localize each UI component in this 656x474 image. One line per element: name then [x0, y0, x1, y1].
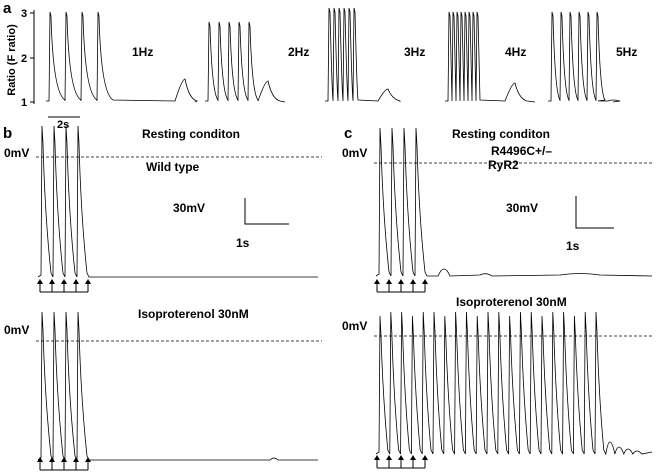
trace-a-1hz [46, 11, 199, 103]
panel-c-bottom-zero-label: 0mV [342, 319, 367, 333]
panel-c-scalebar [575, 196, 614, 229]
panel-a-ylabel: Ratio (F ratio) [6, 24, 18, 96]
panel-a-yticklabel-3: 3 [21, 8, 27, 20]
trace-c-bottom [375, 311, 653, 456]
stim-arrowhead [37, 279, 43, 284]
trace-b-top [37, 125, 318, 278]
label-3hz: 3Hz [404, 45, 425, 59]
label-2hz: 2Hz [288, 45, 309, 59]
stim-arrowhead [398, 279, 404, 284]
stim-arrowhead [49, 457, 55, 462]
panel-b-top-condition: Resting conditon [142, 127, 240, 141]
stim-arrowhead [422, 279, 428, 284]
panel-a-letter: a [3, 0, 12, 17]
stim-arrows-c-bottom [374, 455, 428, 469]
trace-b-bottom [37, 311, 318, 461]
stim-arrowhead [37, 457, 43, 462]
panel-c-letter: c [344, 125, 352, 142]
panel-c-scale-v-label: 30mV [506, 201, 538, 215]
trace-c-top [375, 127, 653, 277]
panel-b-scalebar [244, 198, 289, 225]
trace-a-2hz [205, 21, 286, 103]
panel-a-time-scale-label: 2s [57, 119, 69, 131]
panel-b-scale-v-label: 30mV [173, 201, 205, 215]
trace-a-3hz [325, 7, 401, 102]
panel-c-genotype-line1: R4496C+/– [491, 144, 552, 158]
stim-arrows-c-top [374, 279, 428, 293]
panel-b-bottom-condition: Isoproterenol 30nM [138, 307, 249, 321]
stim-arrowhead [386, 279, 392, 284]
stim-arrows-b-bottom [37, 457, 91, 471]
stim-arrowhead [73, 279, 79, 284]
panel-b-letter: b [3, 125, 12, 142]
label-4hz: 4Hz [505, 45, 526, 59]
stim-arrowhead [85, 279, 91, 284]
stim-arrowhead [61, 279, 67, 284]
panel-c-top-zero-label: 0mV [342, 146, 367, 160]
trace-a-5hz [548, 11, 621, 103]
panel-c-bottom-condition: Isoproterenol 30nM [456, 295, 567, 309]
label-1hz: 1Hz [132, 45, 153, 59]
panel-c-scale-t-label: 1s [566, 239, 580, 253]
stim-arrowhead [49, 279, 55, 284]
trace-a-4hz [445, 11, 536, 103]
stim-arrowhead [85, 457, 91, 462]
panel-a-yticklabel-1: 1 [21, 97, 27, 109]
panel-a-yticklabel-2: 2 [21, 53, 27, 65]
stim-arrowhead [386, 455, 392, 460]
stim-arrowhead [374, 455, 380, 460]
panel-b-bottom-zero-label: 0mV [4, 323, 29, 337]
stim-arrowhead [73, 457, 79, 462]
label-5hz: 5Hz [616, 45, 637, 59]
panel-c-genotype-line2: RyR2 [488, 158, 519, 172]
stim-arrows-b-top [37, 279, 91, 293]
stim-arrowhead [410, 279, 416, 284]
panel-b-top-zero-label: 0mV [4, 146, 29, 160]
stim-arrowhead [398, 455, 404, 460]
panel-b-scale-t-label: 1s [236, 236, 250, 250]
stim-arrowhead [374, 279, 380, 284]
panel-b-genotype: Wild type [146, 160, 200, 174]
stim-arrowhead [422, 455, 428, 460]
stim-arrowhead [61, 457, 67, 462]
panel-c-top-condition: Resting conditon [452, 127, 550, 141]
stim-arrowhead [410, 455, 416, 460]
